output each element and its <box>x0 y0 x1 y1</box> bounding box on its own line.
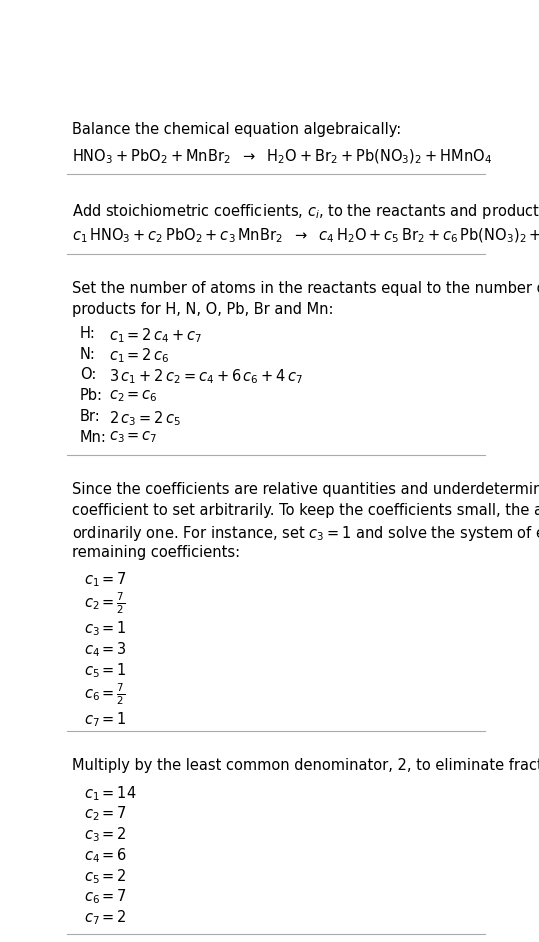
Text: Pb:: Pb: <box>80 388 103 403</box>
Text: Add stoichiometric coefficients, $c_i$, to the reactants and products:: Add stoichiometric coefficients, $c_i$, … <box>72 202 539 220</box>
Text: Since the coefficients are relative quantities and underdetermined, choose a: Since the coefficients are relative quan… <box>72 482 539 497</box>
Text: $c_7 = 2$: $c_7 = 2$ <box>84 908 127 927</box>
Text: $c_1 = 7$: $c_1 = 7$ <box>84 570 127 589</box>
Text: $c_1 = 2\,c_6$: $c_1 = 2\,c_6$ <box>109 347 170 365</box>
Text: Multiply by the least common denominator, 2, to eliminate fractional coefficient: Multiply by the least common denominator… <box>72 758 539 773</box>
Text: Mn:: Mn: <box>80 430 107 445</box>
Text: ordinarily one. For instance, set $c_3 = 1$ and solve the system of equations fo: ordinarily one. For instance, set $c_3 =… <box>72 524 539 543</box>
Text: O:: O: <box>80 367 96 382</box>
Text: $c_3 = c_7$: $c_3 = c_7$ <box>109 430 158 446</box>
Text: $c_2 = 7$: $c_2 = 7$ <box>84 804 127 823</box>
Text: $3\,c_1 + 2\,c_2 = c_4 + 6\,c_6 + 4\,c_7$: $3\,c_1 + 2\,c_2 = c_4 + 6\,c_6 + 4\,c_7… <box>109 367 303 386</box>
Text: $c_6 = \frac{7}{2}$: $c_6 = \frac{7}{2}$ <box>84 682 126 707</box>
Text: $c_4 = 6$: $c_4 = 6$ <box>84 846 127 865</box>
Text: Set the number of atoms in the reactants equal to the number of atoms in the: Set the number of atoms in the reactants… <box>72 282 539 297</box>
Text: $c_2 = c_6$: $c_2 = c_6$ <box>109 388 158 404</box>
Text: $c_1 = 14$: $c_1 = 14$ <box>84 784 137 803</box>
Text: $\mathregular{HNO_3 + PbO_2 + MnBr_2}$  $\rightarrow$  $\mathregular{H_2O + Br_2: $\mathregular{HNO_3 + PbO_2 + MnBr_2}$ $… <box>72 147 492 166</box>
Text: H:: H: <box>80 326 96 341</box>
Text: products for H, N, O, Pb, Br and Mn:: products for H, N, O, Pb, Br and Mn: <box>72 302 333 317</box>
Text: Balance the chemical equation algebraically:: Balance the chemical equation algebraica… <box>72 122 401 137</box>
Text: $c_3 = 1$: $c_3 = 1$ <box>84 620 127 639</box>
Text: $c_3 = 2$: $c_3 = 2$ <box>84 825 127 844</box>
Text: remaining coefficients:: remaining coefficients: <box>72 544 240 560</box>
Text: coefficient to set arbitrarily. To keep the coefficients small, the arbitrary va: coefficient to set arbitrarily. To keep … <box>72 503 539 518</box>
Text: $c_2 = \frac{7}{2}$: $c_2 = \frac{7}{2}$ <box>84 591 126 616</box>
Text: $c_6 = 7$: $c_6 = 7$ <box>84 887 127 906</box>
Text: $c_4 = 3$: $c_4 = 3$ <box>84 641 127 659</box>
Text: $c_1 = 2\,c_4 + c_7$: $c_1 = 2\,c_4 + c_7$ <box>109 326 203 345</box>
Text: $2\,c_3 = 2\,c_5$: $2\,c_3 = 2\,c_5$ <box>109 409 181 428</box>
Text: N:: N: <box>80 347 96 362</box>
Text: Br:: Br: <box>80 409 101 424</box>
Text: $c_7 = 1$: $c_7 = 1$ <box>84 710 127 729</box>
Text: $c_5 = 2$: $c_5 = 2$ <box>84 867 127 885</box>
Text: $c_5 = 1$: $c_5 = 1$ <box>84 661 127 680</box>
Text: $c_1\,\mathregular{HNO_3} + c_2\,\mathregular{PbO_2} + c_3\,\mathregular{MnBr_2}: $c_1\,\mathregular{HNO_3} + c_2\,\mathre… <box>72 227 539 246</box>
